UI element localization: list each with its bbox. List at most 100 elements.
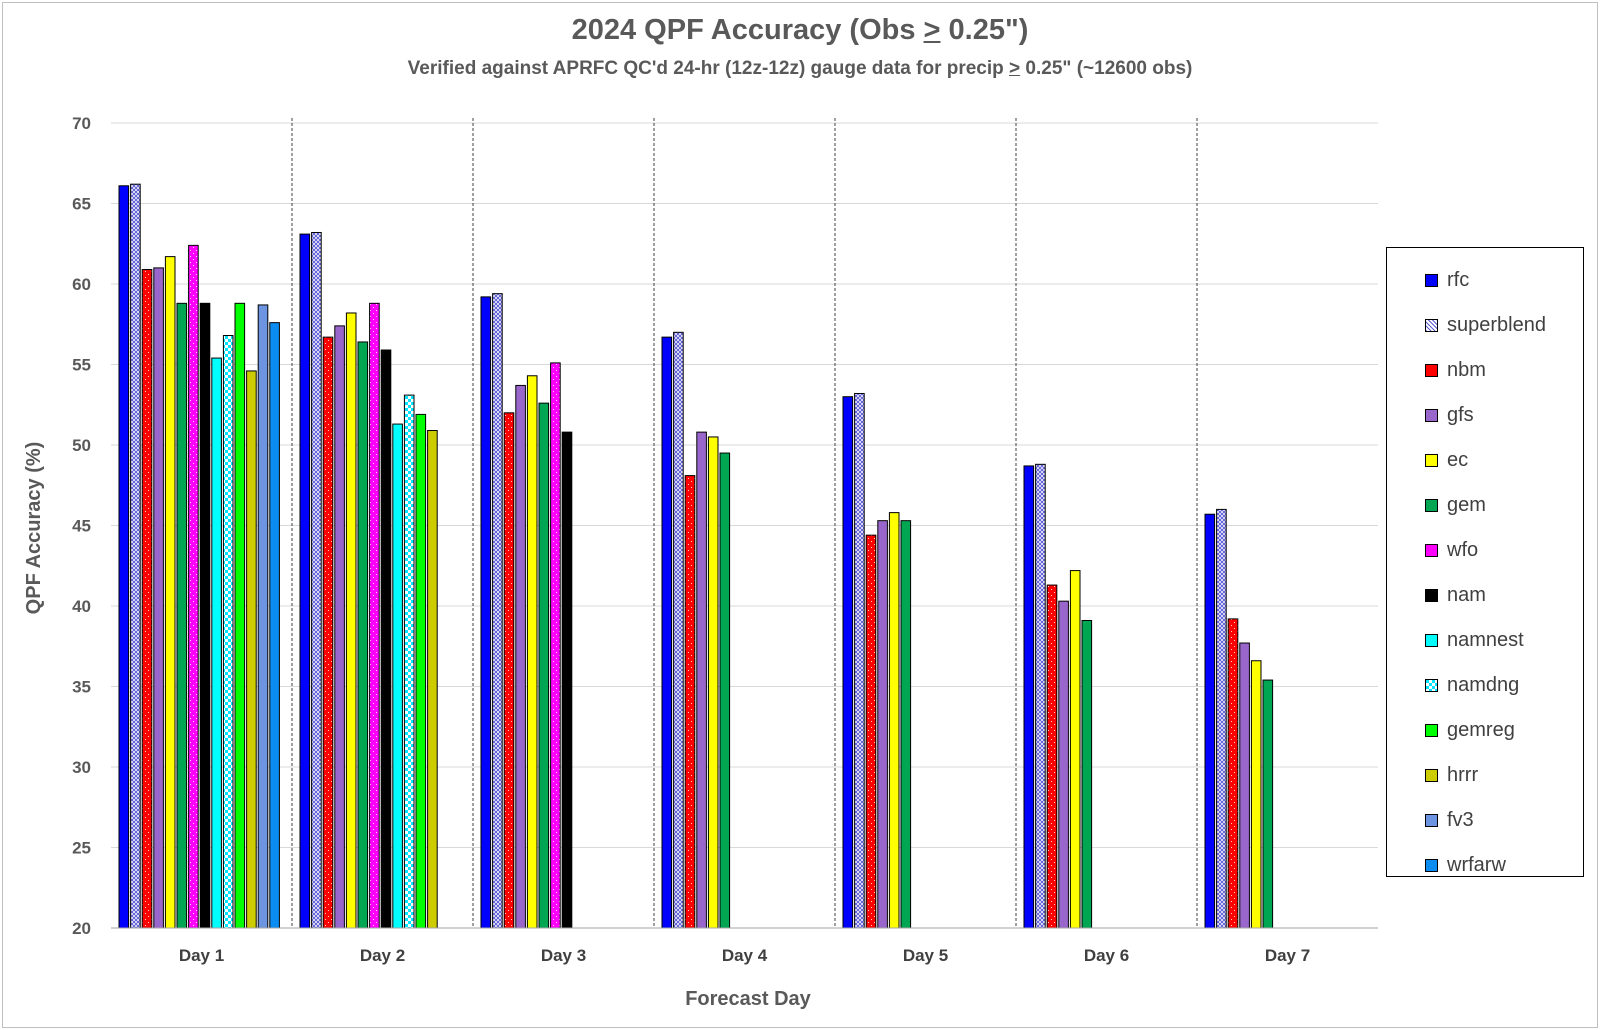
legend-swatch	[1425, 499, 1438, 512]
bar-ec-day-1	[164, 256, 176, 929]
bar-ec-day-3	[526, 375, 538, 929]
bar-gfs-day-7	[1239, 642, 1250, 929]
legend-label: ec	[1447, 449, 1469, 471]
legend-item-gfs: gfs	[1387, 393, 1583, 438]
bar-namdng-day-1	[222, 335, 234, 929]
bar-fv3-day-1	[257, 304, 269, 929]
y-tick-label: 20	[72, 919, 91, 938]
x-tick-label: Day 3	[541, 946, 586, 965]
bar-superblend-day-1	[130, 183, 141, 929]
legend-item-rfc: rfc	[1387, 258, 1583, 303]
x-tick-label: Day 1	[179, 946, 224, 965]
bar-superblend-day-6	[1035, 463, 1046, 929]
legend-swatch	[1425, 319, 1438, 332]
bar-gfs-day-5	[877, 520, 888, 929]
y-tick-label: 65	[72, 195, 91, 214]
legend-item-superblend: superblend	[1387, 303, 1583, 348]
bar-superblend-day-4	[673, 331, 684, 929]
bar-gem-day-3	[538, 402, 550, 929]
bar-wrfarw-day-1	[269, 322, 280, 929]
bar-gemreg-day-2	[415, 413, 427, 929]
bar-gfs-day-4	[696, 431, 707, 929]
legend-swatch	[1425, 544, 1438, 557]
y-tick-label: 35	[72, 678, 91, 697]
legend-label: nbm	[1447, 359, 1486, 381]
legend-item-wrfarw: wrfarw	[1387, 843, 1583, 888]
legend-swatch	[1425, 859, 1438, 872]
legend-swatch	[1425, 814, 1438, 827]
legend-swatch	[1425, 634, 1438, 647]
legend-label: namdng	[1447, 674, 1520, 696]
chart-subtitle: Verified against APRFC QC'd 24-hr (12z-1…	[407, 58, 1193, 79]
legend-label: gfs	[1447, 404, 1474, 426]
legend: rfc superblend nbm gfs ec gem wfo nam namnest nam…	[1386, 247, 1584, 877]
bar-gem-day-5	[900, 520, 912, 929]
bar-ec-day-5	[888, 512, 900, 929]
bar-wfo-day-3	[550, 362, 561, 929]
y-axis-title: QPF Accuracy (%)	[23, 442, 45, 615]
legend-swatch	[1425, 724, 1438, 737]
legend-label: hrrr	[1447, 764, 1479, 786]
bar-nbm-day-7	[1227, 618, 1239, 929]
y-tick-label: 45	[72, 517, 91, 536]
legend-item-ec: ec	[1387, 438, 1583, 483]
legend-item-hrrr: hrrr	[1387, 753, 1583, 798]
x-axis-title: Forecast Day	[685, 988, 811, 1010]
bar-gfs-day-1	[153, 267, 164, 929]
legend-label: gemreg	[1447, 719, 1515, 741]
y-tick-label: 50	[72, 436, 91, 455]
x-tick-label: Day 5	[903, 946, 948, 965]
legend-swatch	[1425, 589, 1438, 602]
bar-rfc-day-2	[299, 233, 311, 929]
bar-rfc-day-6	[1023, 465, 1035, 929]
legend-item-gem: gem	[1387, 483, 1583, 528]
bar-nam-day-1	[199, 302, 211, 929]
x-tick-label: Day 7	[1265, 946, 1310, 965]
legend-label: namnest	[1447, 629, 1524, 651]
bar-nbm-day-1	[141, 269, 153, 929]
bar-ec-day-6	[1069, 570, 1081, 929]
bar-gem-day-6	[1081, 619, 1093, 929]
bar-gfs-day-2	[334, 325, 345, 929]
y-tick-label: 40	[72, 597, 91, 616]
y-tick-label: 70	[72, 114, 91, 133]
y-tick-label: 60	[72, 275, 91, 294]
y-tick-label: 25	[72, 839, 91, 858]
bar-gem-day-2	[357, 341, 369, 929]
legend-item-fv3: fv3	[1387, 798, 1583, 843]
bar-gfs-day-6	[1058, 600, 1069, 929]
bar-rfc-day-5	[842, 396, 854, 929]
bar-nam-day-2	[380, 349, 392, 929]
legend-swatch	[1425, 769, 1438, 782]
bar-rfc-day-4	[661, 336, 673, 929]
x-tick-label: Day 6	[1084, 946, 1129, 965]
bar-rfc-day-7	[1204, 513, 1216, 929]
legend-item-wfo: wfo	[1387, 528, 1583, 573]
x-tick-label: Day 4	[722, 946, 768, 965]
legend-label: rfc	[1447, 269, 1470, 291]
y-tick-label: 55	[72, 356, 91, 375]
bar-nam-day-3	[561, 431, 573, 929]
bar-nbm-day-2	[322, 336, 334, 929]
bar-gem-day-7	[1262, 679, 1274, 929]
bar-superblend-day-7	[1216, 508, 1227, 929]
bar-rfc-day-3	[480, 296, 492, 929]
y-tick-label: 30	[72, 758, 91, 777]
legend-swatch	[1425, 679, 1438, 692]
legend-label: wrfarw	[1447, 854, 1506, 876]
bar-wfo-day-1	[188, 244, 199, 929]
bar-gem-day-1	[176, 302, 188, 929]
bar-ec-day-4	[707, 436, 719, 929]
bar-superblend-day-3	[492, 293, 503, 929]
legend-item-namnest: namnest	[1387, 618, 1583, 663]
legend-swatch	[1425, 274, 1438, 287]
bar-ec-day-2	[345, 312, 357, 929]
legend-label: wfo	[1447, 539, 1479, 561]
bar-rfc-day-1	[118, 185, 130, 929]
bar-gem-day-4	[719, 452, 731, 929]
legend-item-nam: nam	[1387, 573, 1583, 618]
legend-item-namdng: namdng	[1387, 663, 1583, 708]
legend-label: fv3	[1447, 809, 1474, 831]
legend-swatch	[1425, 454, 1438, 467]
